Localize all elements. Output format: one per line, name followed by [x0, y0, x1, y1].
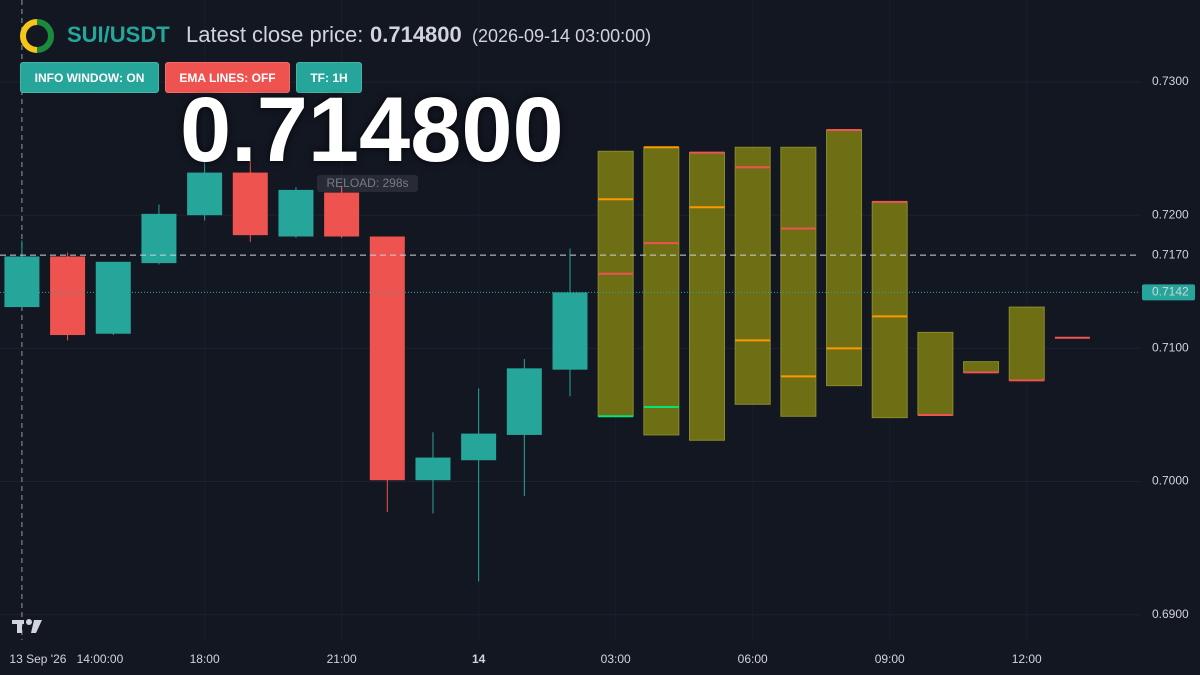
forecast-box: [826, 129, 863, 387]
candle-body: [369, 236, 405, 481]
candle-body: [232, 172, 268, 236]
forecast-box: [780, 146, 817, 417]
reload-timer: RELOAD: 298s: [317, 175, 418, 192]
x-tick-label: 09:00: [875, 652, 905, 666]
forecast-box: [871, 201, 908, 419]
timeframe-button[interactable]: TF: 1H: [296, 62, 362, 93]
price-label: Latest close price:: [186, 22, 364, 47]
tv-logo: [12, 619, 42, 633]
logo-icon: [20, 19, 54, 53]
crosshair-date: 13 Sep '26: [9, 652, 66, 666]
x-tick-label: 21:00: [327, 652, 357, 666]
crosshair-time: 14:00:00: [77, 652, 124, 666]
symbol: SUI/USDT: [67, 22, 170, 47]
candle-body: [187, 172, 223, 216]
forecast-box: [917, 331, 954, 416]
x-tick-label: 03:00: [601, 652, 631, 666]
price-line-label: 0.7170: [1152, 247, 1189, 261]
x-tick-label: 18:00: [190, 652, 220, 666]
y-tick-label: 0.7100: [1152, 341, 1189, 355]
candle-body: [506, 368, 542, 435]
forecast-box: [689, 152, 726, 441]
x-tick-label: 12:00: [1012, 652, 1042, 666]
big-price: 0.714800: [180, 79, 564, 181]
candle-body: [4, 256, 40, 308]
forecast-box: [643, 146, 680, 436]
ema-lines-button[interactable]: EMA LINES: OFF: [165, 62, 290, 93]
candle-body: [50, 256, 86, 336]
timestamp: (2026-09-14 03:00:00): [472, 26, 652, 46]
candle-body: [324, 192, 360, 237]
candle-body: [278, 189, 314, 237]
price-tag: [1142, 284, 1195, 301]
forecast-box: [597, 150, 634, 417]
forecast-box: [734, 146, 771, 405]
y-tick-label: 0.6900: [1152, 607, 1189, 621]
candle-body: [461, 433, 497, 461]
candle-body: [141, 213, 177, 264]
logo: [20, 19, 54, 53]
y-tick-label: 0.7300: [1152, 74, 1189, 88]
candle-body: [95, 261, 131, 334]
candle-body: [552, 292, 588, 370]
y-tick-label: 0.7000: [1152, 474, 1189, 488]
price-tag-label: 0.7142: [1152, 285, 1189, 299]
x-tick-label: 06:00: [738, 652, 768, 666]
y-tick-label: 0.7200: [1152, 207, 1189, 221]
forecast-box: [1008, 306, 1045, 381]
forecast-box: [963, 361, 1000, 373]
info-window-button[interactable]: INFO WINDOW: ON: [20, 62, 159, 93]
candle-body: [415, 457, 451, 481]
latest-price: 0.714800: [370, 22, 462, 47]
x-tick-label: 14: [472, 652, 486, 666]
